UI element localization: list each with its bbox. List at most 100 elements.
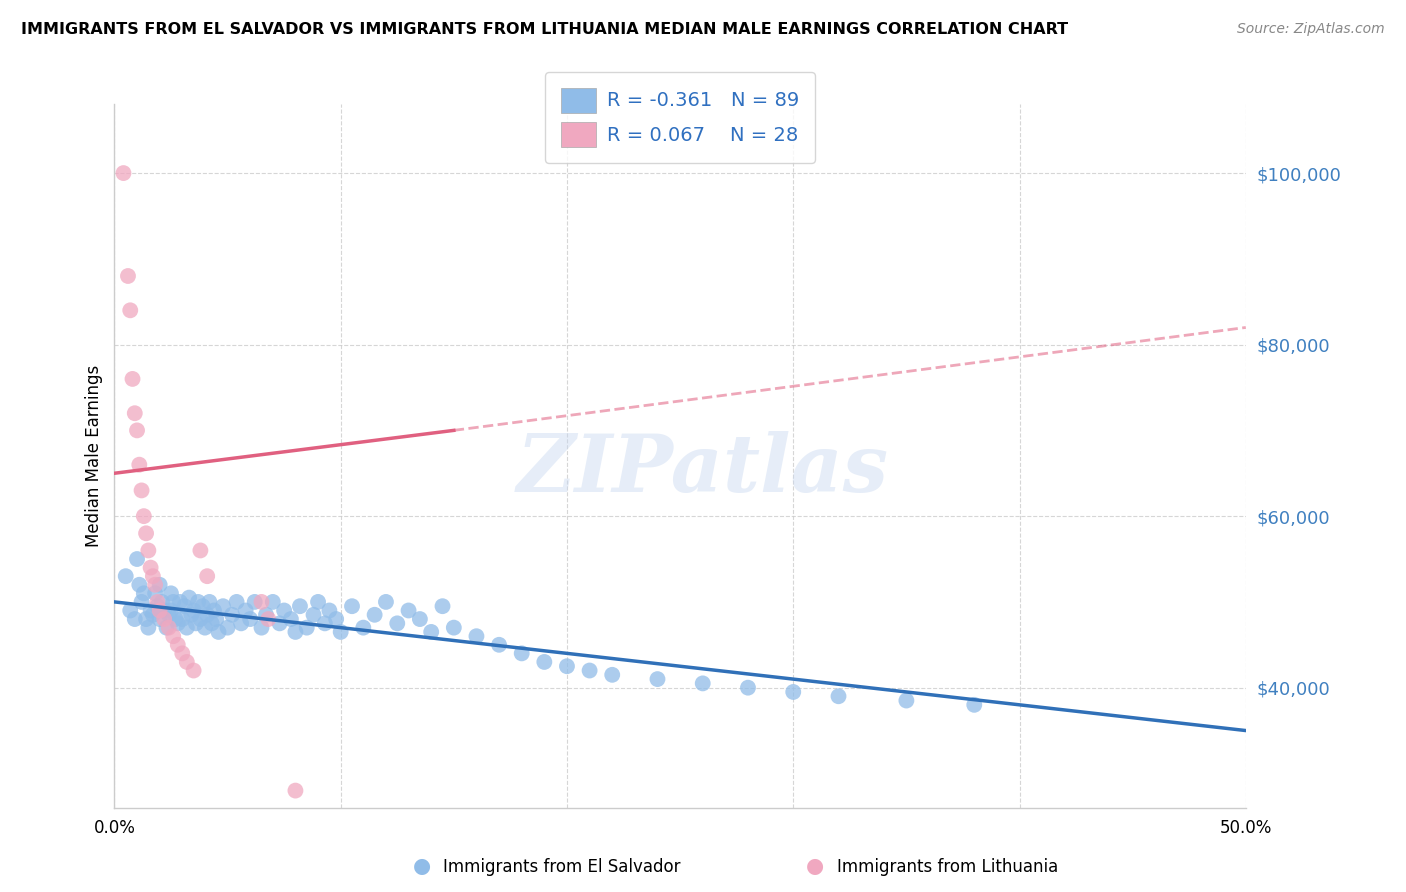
Point [160,586,183,600]
Point [191,599,214,614]
Point [647,672,669,686]
Point [187,595,209,609]
Point [142,569,165,583]
Point [120,303,142,318]
Point [782,685,804,699]
Point [157,607,180,622]
Point [124,406,146,420]
Point [465,629,488,643]
Point [235,603,257,617]
Point [318,603,340,617]
Text: ●: ● [413,856,430,876]
Point [229,616,252,631]
Text: ●: ● [807,856,824,876]
Point [135,526,157,541]
Point [155,621,177,635]
Point [117,268,139,283]
Point [153,603,176,617]
Point [288,599,311,614]
Point [284,783,307,797]
Point [194,621,217,635]
Point [363,607,385,622]
Point [198,595,221,609]
Point [125,423,148,437]
Point [166,638,188,652]
Point [124,612,146,626]
Point [273,603,295,617]
Text: Immigrants from Lithuania: Immigrants from Lithuania [837,858,1057,876]
Point [132,509,155,524]
Point [172,612,194,626]
Point [184,616,207,631]
Point [896,693,918,707]
Point [121,372,143,386]
Point [114,569,136,583]
Point [398,603,420,617]
Point [149,578,172,592]
Point [284,624,307,639]
Point [600,668,623,682]
Point [420,624,443,639]
Point [262,595,284,609]
Point [135,612,157,626]
Point [173,599,195,614]
Point [149,612,172,626]
Point [157,621,180,635]
Point [172,646,194,660]
Point [555,659,578,673]
Point [205,612,228,626]
Point [325,612,347,626]
Point [533,655,555,669]
Point [131,595,153,609]
Point [143,586,166,600]
Point [254,607,277,622]
Point [132,586,155,600]
Legend: R = -0.361   N = 89, R = 0.067    N = 28: R = -0.361 N = 89, R = 0.067 N = 28 [546,72,815,163]
Text: ZIPatlas: ZIPatlas [516,432,889,509]
Point [180,607,202,622]
Point [225,595,247,609]
Point [183,664,205,678]
Point [139,603,162,617]
Point [257,612,280,626]
Point [963,698,986,712]
Point [120,603,142,617]
Point [352,621,374,635]
Point [250,621,273,635]
Point [432,599,454,614]
Text: IMMIGRANTS FROM EL SALVADOR VS IMMIGRANTS FROM LITHUANIA MEDIAN MALE EARNINGS CO: IMMIGRANTS FROM EL SALVADOR VS IMMIGRANT… [21,22,1069,37]
Point [138,543,160,558]
Point [177,591,200,605]
Point [165,612,187,626]
Point [269,616,291,631]
Point [239,612,262,626]
Point [737,681,759,695]
Point [374,595,396,609]
Point [202,603,225,617]
Point [162,629,184,643]
Point [166,616,188,631]
Point [190,543,212,558]
Point [243,595,266,609]
Point [131,483,153,498]
Point [510,646,533,660]
Point [138,621,160,635]
Point [153,612,176,626]
Point [280,612,302,626]
Point [201,616,224,631]
Point [149,603,172,617]
Y-axis label: Median Male Earnings: Median Male Earnings [86,365,103,547]
Point [162,595,184,609]
Point [387,616,409,631]
Point [827,690,849,704]
Point [195,569,218,583]
Point [409,612,432,626]
Point [488,638,510,652]
Point [578,664,600,678]
Point [329,624,352,639]
Point [183,603,205,617]
Point [112,166,135,180]
Point [150,595,173,609]
Point [128,458,150,472]
Point [190,612,212,626]
